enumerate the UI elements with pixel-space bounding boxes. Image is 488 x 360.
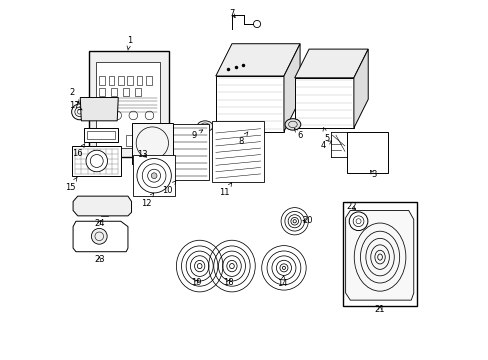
Polygon shape [294,78,353,128]
Polygon shape [73,196,131,216]
Bar [135,88,141,96]
Text: 10: 10 [162,181,176,195]
Text: 2: 2 [70,87,79,103]
Circle shape [72,104,87,120]
Bar [111,88,117,96]
Polygon shape [294,49,367,78]
Bar [171,125,208,180]
Text: 3: 3 [369,170,376,179]
Ellipse shape [197,121,212,132]
Circle shape [348,212,367,230]
Bar [118,76,123,85]
Circle shape [151,173,157,179]
Ellipse shape [285,119,300,130]
Text: 22: 22 [346,202,357,211]
Polygon shape [80,98,118,121]
Bar [343,202,416,306]
Bar [133,155,174,196]
Bar [96,62,160,148]
Text: 17: 17 [69,101,82,110]
Text: 8: 8 [238,132,247,146]
Polygon shape [72,146,121,176]
Bar [212,121,264,182]
Text: 13: 13 [137,150,147,159]
Polygon shape [353,49,367,128]
Polygon shape [215,76,284,132]
Text: 7: 7 [229,9,235,18]
Bar [99,76,105,85]
Bar [99,88,105,96]
Text: 18: 18 [223,278,233,287]
Text: 21: 21 [374,305,385,314]
Text: 15: 15 [65,177,77,192]
Bar [346,132,387,173]
Text: 11: 11 [219,183,231,197]
Bar [144,135,150,146]
Text: 5: 5 [323,128,329,143]
Text: 16: 16 [72,144,85,158]
Bar [131,123,172,164]
Text: 6: 6 [294,129,302,140]
Polygon shape [73,221,128,252]
Polygon shape [284,44,300,132]
Text: 24: 24 [94,219,104,228]
Circle shape [91,228,107,244]
Polygon shape [215,44,300,76]
Polygon shape [345,211,413,300]
Bar [123,88,129,96]
Polygon shape [83,128,118,142]
Text: 12: 12 [141,193,153,208]
Text: 20: 20 [302,216,312,225]
Text: 4: 4 [320,141,331,150]
Bar [126,135,132,146]
Bar [88,51,169,157]
Bar [127,76,133,85]
Bar [145,76,151,85]
Text: 23: 23 [94,255,104,264]
Text: 14: 14 [276,276,287,288]
Text: 1: 1 [127,36,132,50]
Bar [108,76,114,85]
Bar [136,76,142,85]
Circle shape [86,150,107,172]
Bar [135,135,142,146]
Text: 9: 9 [191,130,203,140]
Text: 19: 19 [190,278,201,287]
